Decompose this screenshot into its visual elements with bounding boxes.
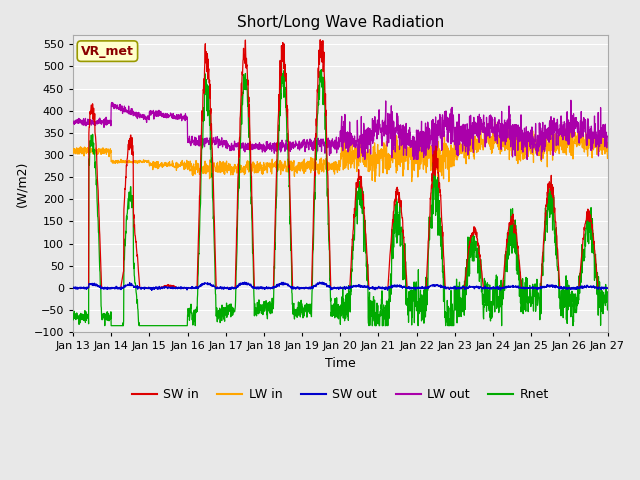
Legend: SW in, LW in, SW out, LW out, Rnet: SW in, LW in, SW out, LW out, Rnet bbox=[127, 383, 554, 406]
X-axis label: Time: Time bbox=[325, 357, 356, 370]
Title: Short/Long Wave Radiation: Short/Long Wave Radiation bbox=[237, 15, 444, 30]
Text: VR_met: VR_met bbox=[81, 45, 134, 58]
Y-axis label: (W/m2): (W/m2) bbox=[15, 161, 28, 207]
